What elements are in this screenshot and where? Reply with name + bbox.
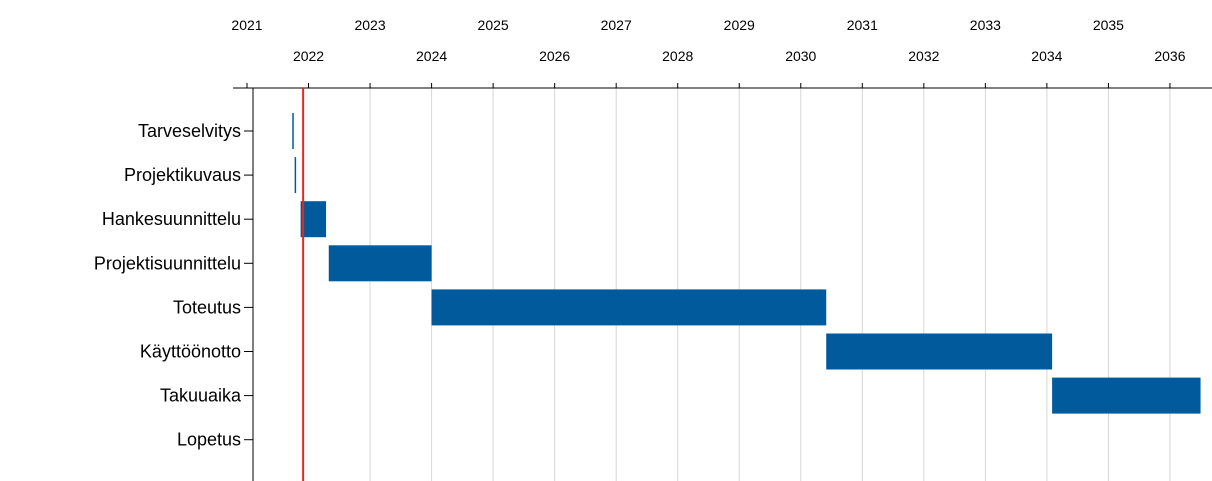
x-tick-label-2036: 2036 [1154,48,1185,64]
task-bar-projektisuunnittelu [328,245,432,282]
task-label-tarveselvitys: Tarveselvitys [138,121,241,141]
task-label-k-ytt-notto: Käyttöönotto [140,342,241,362]
task-label-toteutus: Toteutus [173,297,241,317]
x-tick-label-2022: 2022 [293,48,324,64]
task-bar-toteutus [431,289,827,326]
task-label-projektikuvaus: Projektikuvaus [124,165,241,185]
x-tick-label-2025: 2025 [478,17,509,33]
x-tick-label-2028: 2028 [662,48,693,64]
task-rows: Tarveselvitys Projektikuvaus Hankesuunnitt… [94,121,253,450]
task-label-lopetus: Lopetus [177,430,241,450]
x-tick-label-2023: 2023 [354,17,385,33]
task-bars [292,113,1201,414]
x-tick-label-2021: 2021 [231,17,262,33]
x-tick-label-2031: 2031 [847,17,878,33]
task-label-hankesuunnittelu: Hankesuunnittelu [102,209,241,229]
x-axis-labels: 2021 2023 2025 2027 2029 2031 2033 2035 2022 2024… [231,17,1185,64]
x-tick-label-2034: 2034 [1031,48,1062,64]
task-bar-hankesuunnittelu [300,201,327,238]
x-tick-label-2030: 2030 [785,48,816,64]
task-bar-k-ytt-notto [826,333,1053,370]
x-tick-label-2024: 2024 [416,48,447,64]
x-tick-label-2033: 2033 [970,17,1001,33]
task-bar-takuuaika [1052,377,1201,414]
x-tick-label-2032: 2032 [908,48,939,64]
x-tick-label-2026: 2026 [539,48,570,64]
task-label-takuuaika: Takuuaika [160,386,242,406]
task-label-projektisuunnittelu: Projektisuunnittelu [94,253,241,273]
gridlines [369,88,1171,481]
x-tick-label-2029: 2029 [724,17,755,33]
x-tick-label-2027: 2027 [601,17,632,33]
x-tick-label-2035: 2035 [1093,17,1124,33]
x-axis-ticks [246,83,1171,88]
